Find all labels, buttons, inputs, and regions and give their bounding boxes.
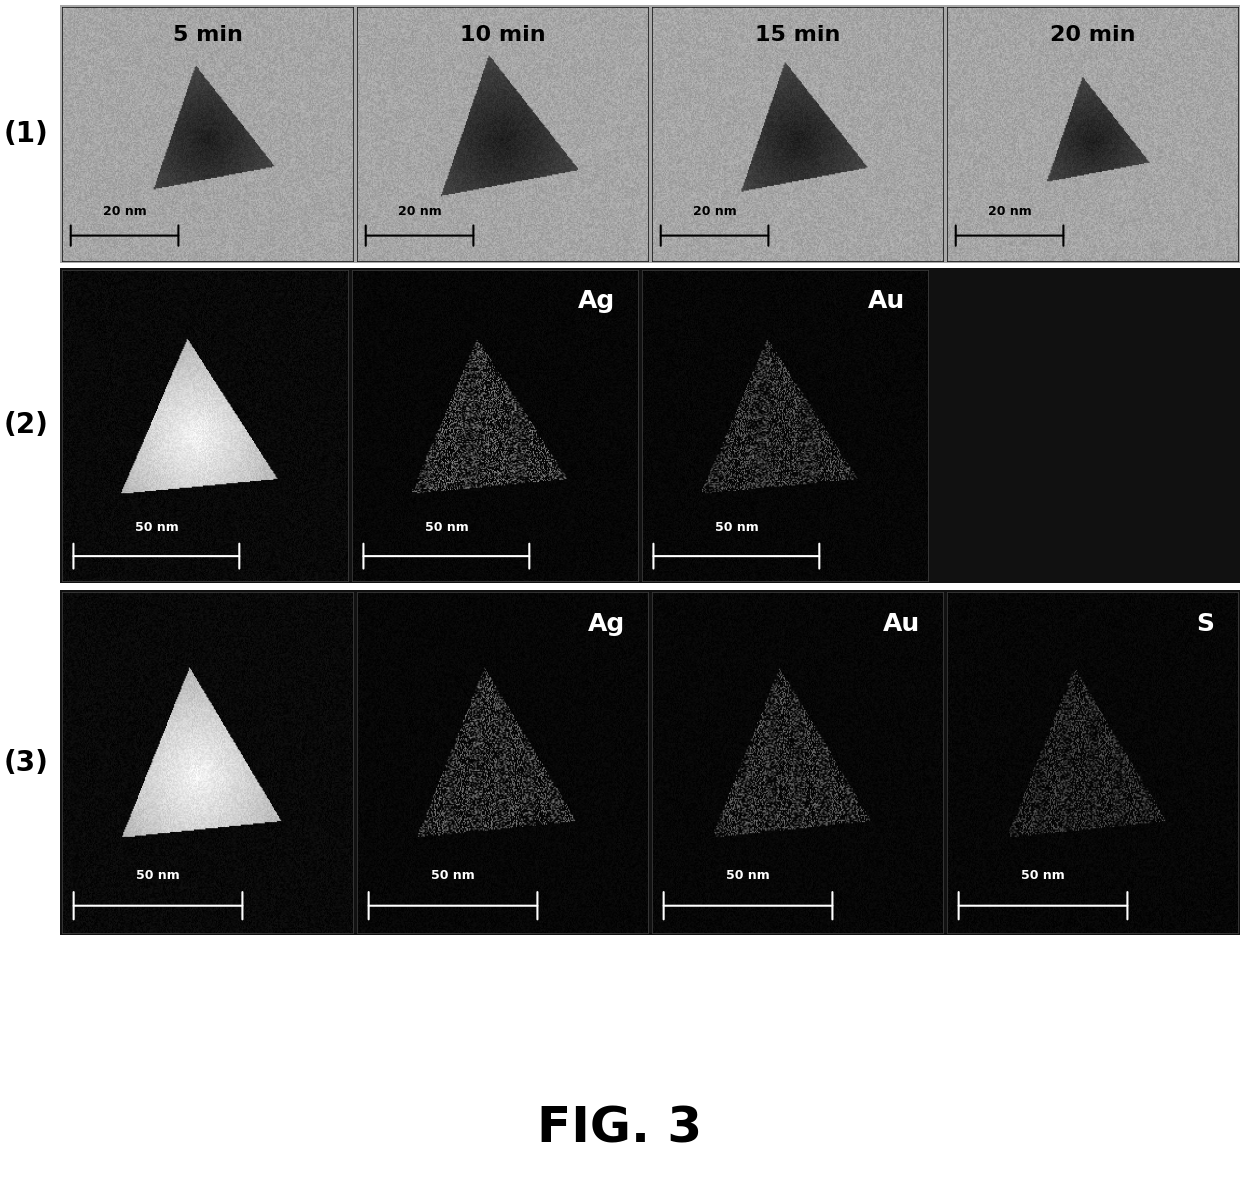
Text: (1): (1) xyxy=(4,120,48,148)
Text: 20 nm: 20 nm xyxy=(693,204,737,217)
Text: 50 nm: 50 nm xyxy=(136,868,180,881)
Text: 50 nm: 50 nm xyxy=(424,522,469,535)
Text: 20 nm: 20 nm xyxy=(103,204,146,217)
Text: (2): (2) xyxy=(4,411,48,440)
Text: 50 nm: 50 nm xyxy=(714,522,758,535)
Text: (3): (3) xyxy=(4,748,48,777)
Text: Au: Au xyxy=(868,289,905,312)
Text: 5 min: 5 min xyxy=(172,25,243,45)
Text: 15 min: 15 min xyxy=(755,25,841,45)
Text: S: S xyxy=(1197,613,1215,637)
Text: Ag: Ag xyxy=(588,613,625,637)
Text: 20 nm: 20 nm xyxy=(988,204,1032,217)
Text: FIG. 3: FIG. 3 xyxy=(537,1105,703,1152)
Text: 50 nm: 50 nm xyxy=(727,868,770,881)
Text: 50 nm: 50 nm xyxy=(432,868,475,881)
Text: 20 min: 20 min xyxy=(1050,25,1136,45)
Text: Au: Au xyxy=(883,613,920,637)
Text: 50 nm: 50 nm xyxy=(134,522,179,535)
Text: 20 nm: 20 nm xyxy=(398,204,441,217)
Text: 50 nm: 50 nm xyxy=(1022,868,1065,881)
Text: Ag: Ag xyxy=(578,289,615,312)
Text: 10 min: 10 min xyxy=(460,25,546,45)
